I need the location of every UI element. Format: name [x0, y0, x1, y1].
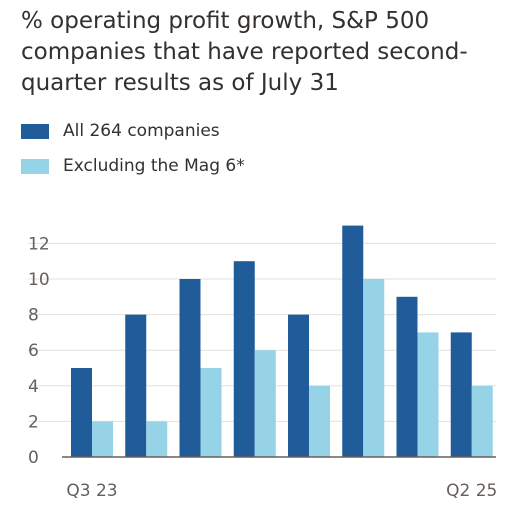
bar-all-companies	[396, 296, 418, 457]
legend-item-excl: Excluding the Mag 6*	[21, 153, 245, 179]
bar-excluding-mag6	[417, 332, 439, 457]
x-tick-label-first: Q3 23	[66, 481, 117, 501]
bar-excluding-mag6	[254, 350, 276, 457]
legend-label-excl: Excluding the Mag 6*	[63, 156, 245, 176]
bar-excluding-mag6	[309, 385, 330, 457]
y-tick-label: 4	[28, 377, 39, 397]
chart-title: % operating profit growth, S&P 500 compa…	[21, 8, 468, 96]
bar-excluding-mag6	[92, 421, 113, 457]
axis-layer: 0 2 4 6 8 10 12 Q3 23 Q2 25	[28, 234, 497, 501]
bar-excluding-mag6	[200, 368, 222, 457]
y-tick-label: 12	[28, 234, 50, 254]
bar-all-companies	[179, 279, 201, 457]
bar-layer	[71, 225, 493, 457]
y-tick-label: 6	[28, 341, 39, 361]
bar-all-companies	[450, 332, 472, 457]
legend: All 264 companies Excluding the Mag 6*	[21, 118, 245, 188]
bar-excluding-mag6	[146, 421, 168, 457]
bar-excluding-mag6	[363, 279, 385, 457]
bar-all-companies	[71, 368, 92, 457]
bar-all-companies	[125, 314, 147, 457]
bar-all-companies	[233, 261, 255, 457]
y-tick-label: 10	[28, 270, 50, 290]
bar-all-companies	[288, 314, 309, 457]
bar-excluding-mag6	[471, 385, 493, 457]
y-tick-label: 8	[28, 306, 39, 326]
legend-swatch-all	[21, 123, 49, 139]
legend-swatch-excl	[21, 158, 49, 174]
bar-all-companies	[342, 225, 364, 457]
x-tick-label-last: Q2 25	[446, 481, 497, 501]
legend-label-all: All 264 companies	[63, 121, 220, 141]
legend-item-all: All 264 companies	[21, 118, 245, 144]
y-tick-label: 0	[28, 448, 39, 468]
y-tick-label: 2	[28, 412, 39, 432]
